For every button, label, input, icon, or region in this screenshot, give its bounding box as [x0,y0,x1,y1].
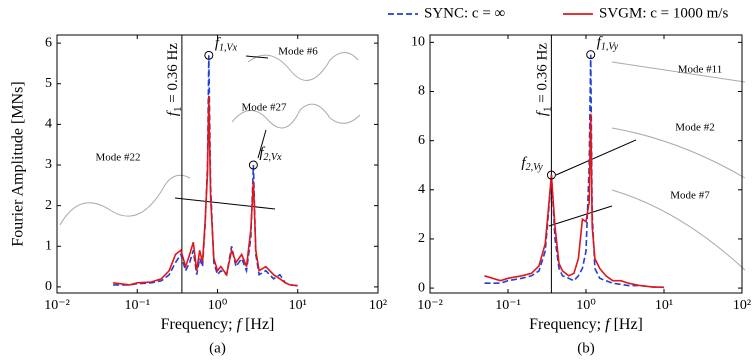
y-tick-label: 4 [418,182,425,197]
x-tick-label: 10⁻¹ [124,298,150,313]
text-part: = 0.36 Hz [535,43,551,107]
figure: 0 1 2 3 4 5 6 10⁻² 10⁻¹ 10⁰ 10¹ 10² Frequency; f [Hz… [0,0,756,364]
y-tick-label: 2 [45,198,52,213]
x-tick-label: 10⁰ [208,298,228,313]
x-tick-label: 10⁻¹ [495,298,521,313]
x-axis-label: Frequency; f [Hz] [161,316,275,333]
x-axis-label: Frequency; f [Hz] [529,316,643,333]
x-tick-label: 10¹ [289,298,307,313]
y-tick-label: 3 [45,157,52,172]
mode-label: Mode #2 [675,122,714,134]
y-tick-label: 10 [411,35,425,50]
mode-label: Mode #27 [242,102,287,114]
text-part: 1,Vx [219,43,238,54]
x-tick-label: 10² [369,298,387,313]
text-part: Frequency; [529,316,605,333]
y-tick-label: 5 [45,76,52,91]
y-tick-label: 2 [418,231,425,246]
reference-label: f1 = 0.36 Hz [165,43,183,116]
caption: (a) [209,340,226,356]
y-tick-label: 4 [45,117,52,132]
caption: (b) [577,340,595,356]
y-tick-label: 0 [45,279,52,294]
x-tick-label: 10¹ [655,298,673,313]
text-part: 2,Vy [526,162,544,173]
mode-label: Mode #22 [96,152,141,164]
legend-label: SYNC: c = ∞ [424,5,505,21]
text-part: [Hz] [610,316,643,333]
text-part: 1,Vy [601,42,619,53]
text-part: Frequency; [161,316,237,333]
y-axis-label: Fourier Amplitude [MNs] [10,81,27,246]
mode-label: Mode #7 [670,190,710,202]
legend-label: SVGM: c = 1000 m/s [599,5,728,21]
y-tick-label: 6 [45,35,52,50]
y-tick-label: 6 [418,133,425,148]
x-tick-label: 10⁻² [44,298,70,313]
text-part: 2,Vx [264,152,283,163]
x-tick-label: 10⁰ [576,298,596,313]
y-tick-label: 0 [418,280,425,295]
x-tick-label: 10² [733,298,751,313]
text-part: = 0.36 Hz [165,43,181,107]
reference-label: f1 = 0.36 Hz [535,43,553,116]
mode-label: Mode #6 [278,46,318,58]
x-tick-label: 10⁻² [417,298,443,313]
y-tick-label: 8 [418,84,425,99]
mode-label: Mode #11 [678,64,723,76]
text-part: [Hz] [241,316,274,333]
y-tick-label: 1 [45,238,52,253]
